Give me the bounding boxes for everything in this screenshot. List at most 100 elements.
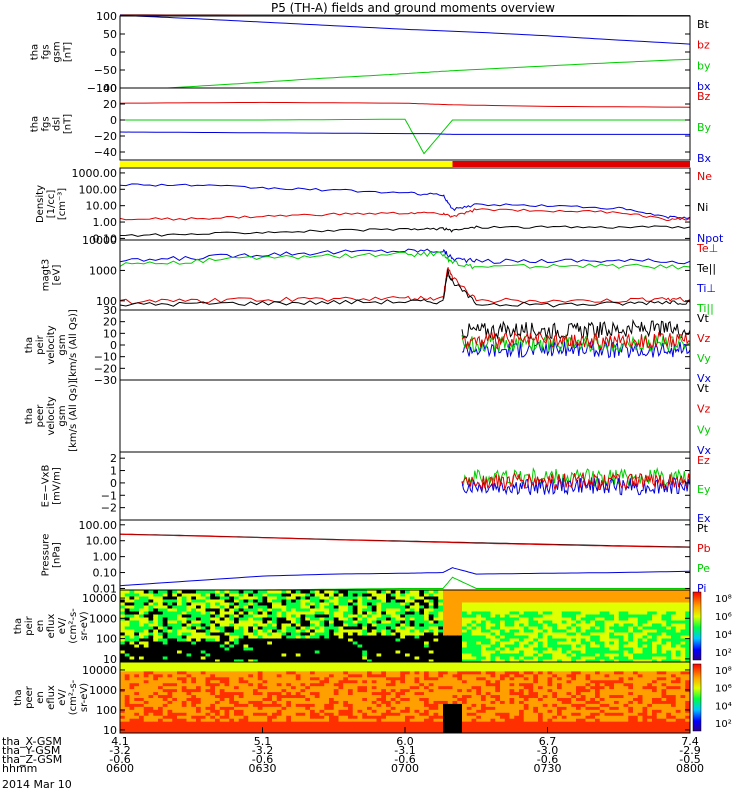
series-group-peir-velocity [461, 318, 691, 359]
y-axis-label: peer [35, 404, 46, 428]
colorbar-tick-label: 10⁴ [715, 630, 732, 641]
y-axis-label: en [35, 620, 46, 633]
y-tick-label: 0.10 [93, 232, 118, 245]
y-tick-label: −2 [101, 502, 117, 515]
legend-entry: Ti|| [696, 302, 714, 315]
series-line-By [120, 118, 690, 155]
series-line-Pi [119, 567, 691, 587]
mode-bar-segment [452, 161, 690, 167]
ephemeris-value: -0.6 [394, 753, 415, 766]
ephemeris-value: 7.4 [681, 735, 699, 748]
legend-entry: Vt [697, 312, 710, 325]
legend-entry: Vy [697, 423, 711, 436]
legend-entry: Ni [697, 201, 708, 214]
y-tick-label: 100 [96, 295, 117, 308]
y-tick-label: 100 [96, 704, 117, 717]
legend-entry: Pb [697, 542, 711, 555]
y-axis-label: [1/cc] [46, 190, 57, 219]
series-line-Npot [119, 183, 691, 219]
ephemeris-value: 0800 [676, 762, 704, 775]
legend-entry: Bz [697, 90, 711, 103]
legend-entry: Ey [697, 483, 711, 496]
y-tick-label: 40 [103, 82, 117, 95]
legend-entry: bz [697, 39, 710, 52]
panel-frame [119, 167, 691, 241]
series-group-pressure [119, 533, 691, 596]
colorbar-tick-label: 10⁸ [715, 666, 732, 677]
y-tick-label: 0 [110, 477, 117, 490]
spectrogram-peir-spectrogram [120, 590, 691, 663]
ephemeris-value: -0.6 [109, 753, 130, 766]
ephemeris-label: tha_X-GSM [2, 735, 62, 748]
y-axis-label: [mV/m] [52, 467, 63, 505]
ephemeris-value: -3.2 [252, 744, 273, 757]
legend-entry: By [697, 121, 712, 134]
legend-entry: Te|| [696, 262, 716, 275]
y-axis-label: sr-eV) [79, 611, 90, 640]
series-line-Pb [119, 533, 691, 548]
legend-entry: Ex [697, 512, 711, 525]
ephemeris-value: 0600 [106, 762, 134, 775]
legend-entry: by [697, 59, 711, 72]
series-line-Bx [119, 131, 690, 135]
y-tick-label: 10000 [82, 592, 117, 605]
y-tick-label: 10 [103, 327, 117, 340]
y-tick-label: 100 [96, 633, 117, 646]
series-group-temperature [119, 248, 691, 308]
y-axis-label: [nT] [63, 42, 74, 62]
legend-entry: Pe [697, 562, 710, 575]
panel-frame [119, 87, 691, 161]
series-line-Ti|| [119, 251, 691, 270]
y-axis-label: dsl [52, 117, 63, 131]
y-axis-label: [nPa] [52, 542, 63, 568]
legend-entry: Vy [697, 352, 711, 365]
series-line-bx [119, 14, 691, 45]
y-axis-label: fgs [41, 44, 52, 59]
y-axis-label: velocity [46, 325, 57, 364]
y-axis-label: magt3 [41, 259, 52, 292]
ephemeris-value: 6.7 [539, 735, 557, 748]
legend-entry: Npot [697, 232, 724, 245]
y-axis-label: peir [35, 334, 46, 354]
legend-entry: Vx [697, 372, 712, 385]
panel-fgs-dsl: 40 20 0 −20 −40 tha fgs dsl [nT] Bz By Bx [30, 82, 712, 165]
colorbar [692, 591, 702, 661]
series-group-fgs-dsl [119, 101, 691, 155]
legend-entry: Pi [697, 582, 706, 595]
y-axis-label: tha [30, 44, 41, 60]
y-axis-label: [cm⁻³] [57, 188, 68, 220]
y-axis-label: Density [35, 185, 46, 223]
y-axis-label: peer [24, 685, 35, 709]
ephemeris-value: 0700 [391, 762, 419, 775]
chart-title: P5 (TH-A) fields and ground moments over… [271, 1, 555, 15]
ephemeris-value: -0.6 [252, 753, 273, 766]
series-line-by [167, 58, 691, 89]
ephemeris-value: -3.2 [109, 744, 130, 757]
y-tick-label: 20 [103, 98, 117, 111]
y-axis-label: tha [24, 337, 35, 353]
panel-peir-spectrogram: 10⁸ 10⁶ 10⁴ 10² 10000 1000 100 10 tha peir en eflux… [13, 589, 732, 666]
series-group-e-field [461, 466, 691, 496]
y-axis-label: tha [24, 408, 35, 424]
colorbar-tick-label: 10² [715, 648, 732, 659]
y-tick-label: 0.10 [93, 567, 118, 580]
series-line-Te⊥ [119, 267, 691, 305]
y-tick-label: 30 [103, 304, 117, 317]
y-tick-label: 1.00 [93, 551, 118, 564]
legend-entry: Pt [697, 522, 709, 535]
legend-entry: Ne [697, 170, 712, 183]
ephemeris-value: 6.0 [396, 735, 414, 748]
y-axis-label: peir [24, 615, 35, 635]
y-axis-label: eV/ [57, 689, 68, 706]
series-line-Ez [461, 472, 691, 491]
ephemeris-value: 0630 [249, 762, 277, 775]
y-axis-label: (cm²-s- [68, 608, 79, 644]
y-tick-label: 0 [110, 46, 117, 59]
ephemeris-label: tha_Y-GSM [2, 744, 60, 757]
y-tick-label: 1000.00 [72, 167, 118, 180]
y-tick-label: 10.00 [86, 535, 118, 548]
ephemeris-label: tha_Z-GSM [2, 753, 62, 766]
y-axis-label: sr-eV) [79, 683, 90, 712]
y-tick-label: 2 [110, 452, 117, 465]
